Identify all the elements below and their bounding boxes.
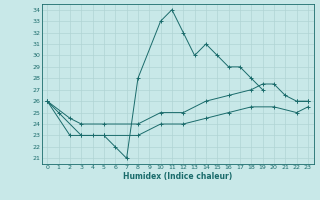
X-axis label: Humidex (Indice chaleur): Humidex (Indice chaleur) xyxy=(123,172,232,181)
